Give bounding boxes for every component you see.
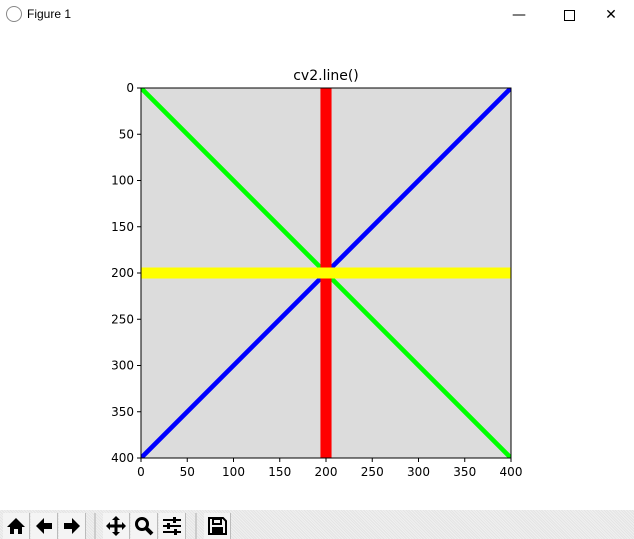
window-title: Figure 1: [27, 7, 72, 21]
close-button[interactable]: ✕: [588, 0, 634, 30]
title-bar: Figure 1 — ✕: [0, 0, 634, 30]
matplotlib-icon: [6, 6, 22, 22]
y-tick-label: 300: [111, 359, 134, 373]
close-icon: ✕: [605, 7, 617, 23]
y-tick-label: 350: [111, 405, 134, 419]
y-tick-label: 100: [111, 174, 134, 188]
zoom-button[interactable]: [131, 513, 158, 539]
x-tick-label: 0: [137, 465, 145, 479]
y-tick-label: 0: [126, 81, 134, 95]
forward-button[interactable]: [59, 513, 86, 539]
x-tick-label: 300: [407, 465, 430, 479]
minimize-button[interactable]: —: [496, 0, 542, 30]
figure-canvas: cv2.line()0 50 100 150 200 250 300 350 400050100…: [111, 68, 522, 479]
home-icon: [7, 518, 25, 534]
y-tick-label: 250: [111, 312, 134, 326]
y-tick-label: 50: [119, 127, 134, 141]
toolbar-separator: [94, 513, 96, 539]
maximize-icon: [563, 9, 575, 21]
x-tick-label: 400: [500, 465, 523, 479]
zoom-icon: [135, 517, 154, 536]
pan-button[interactable]: [103, 513, 130, 539]
back-icon: [36, 518, 52, 534]
y-tick-label: 400: [111, 451, 134, 465]
configure-subplots-icon: [163, 517, 181, 535]
save-icon: [208, 517, 227, 535]
navigation-toolbar: [0, 510, 634, 539]
save-button[interactable]: [204, 513, 231, 539]
minimize-icon: —: [512, 7, 526, 23]
chart-title: cv2.line(): [293, 68, 359, 84]
x-tick-label: 50: [180, 465, 195, 479]
configure-subplots-button[interactable]: [159, 513, 186, 539]
x-tick-label: 150: [268, 465, 291, 479]
home-button[interactable]: [3, 513, 30, 539]
x-tick-label: 250: [361, 465, 384, 479]
pan-icon: [106, 516, 126, 536]
maximize-button[interactable]: [546, 0, 592, 30]
x-tick-label: 200: [315, 465, 338, 479]
forward-icon: [64, 518, 80, 534]
back-button[interactable]: [31, 513, 58, 539]
y-tick-label: 150: [111, 220, 134, 234]
x-tick-label: 100: [222, 465, 245, 479]
y-tick-label: 200: [111, 266, 134, 280]
x-tick-label: 350: [453, 465, 476, 479]
toolbar-separator: [195, 513, 197, 539]
image-axes: cv2.line()0 50 100 150 200 250 300 350 400050100…: [111, 68, 522, 479]
